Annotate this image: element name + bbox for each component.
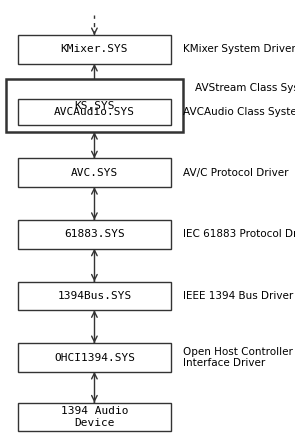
Text: IEC 61883 Protocol Driver: IEC 61883 Protocol Driver bbox=[183, 229, 295, 239]
Bar bbox=[18, 403, 171, 431]
Bar bbox=[18, 343, 171, 372]
Text: KS.SYS: KS.SYS bbox=[74, 101, 115, 110]
Bar bbox=[18, 220, 171, 249]
Text: AVCAudio Class System Driver: AVCAudio Class System Driver bbox=[183, 107, 295, 117]
Bar bbox=[6, 79, 183, 132]
Bar bbox=[18, 282, 171, 310]
Text: AV/C Protocol Driver: AV/C Protocol Driver bbox=[183, 168, 289, 178]
Text: 61883.SYS: 61883.SYS bbox=[64, 229, 125, 239]
Text: AVStream Class System Driver: AVStream Class System Driver bbox=[195, 83, 295, 93]
Bar bbox=[18, 99, 171, 125]
Bar bbox=[18, 35, 171, 64]
Bar bbox=[18, 158, 171, 187]
Text: KMixer.SYS: KMixer.SYS bbox=[61, 44, 128, 55]
Text: AVCAudio.SYS: AVCAudio.SYS bbox=[54, 107, 135, 117]
Text: Open Host Controller
Interface Driver: Open Host Controller Interface Driver bbox=[183, 347, 293, 368]
Text: KMixer System Driver: KMixer System Driver bbox=[183, 44, 295, 55]
Text: IEEE 1394 Bus Driver: IEEE 1394 Bus Driver bbox=[183, 291, 293, 301]
Text: OHCI1394.SYS: OHCI1394.SYS bbox=[54, 352, 135, 363]
Text: AVC.SYS: AVC.SYS bbox=[71, 168, 118, 178]
Text: 1394 Audio
Device: 1394 Audio Device bbox=[61, 406, 128, 428]
Text: 1394Bus.SYS: 1394Bus.SYS bbox=[57, 291, 132, 301]
